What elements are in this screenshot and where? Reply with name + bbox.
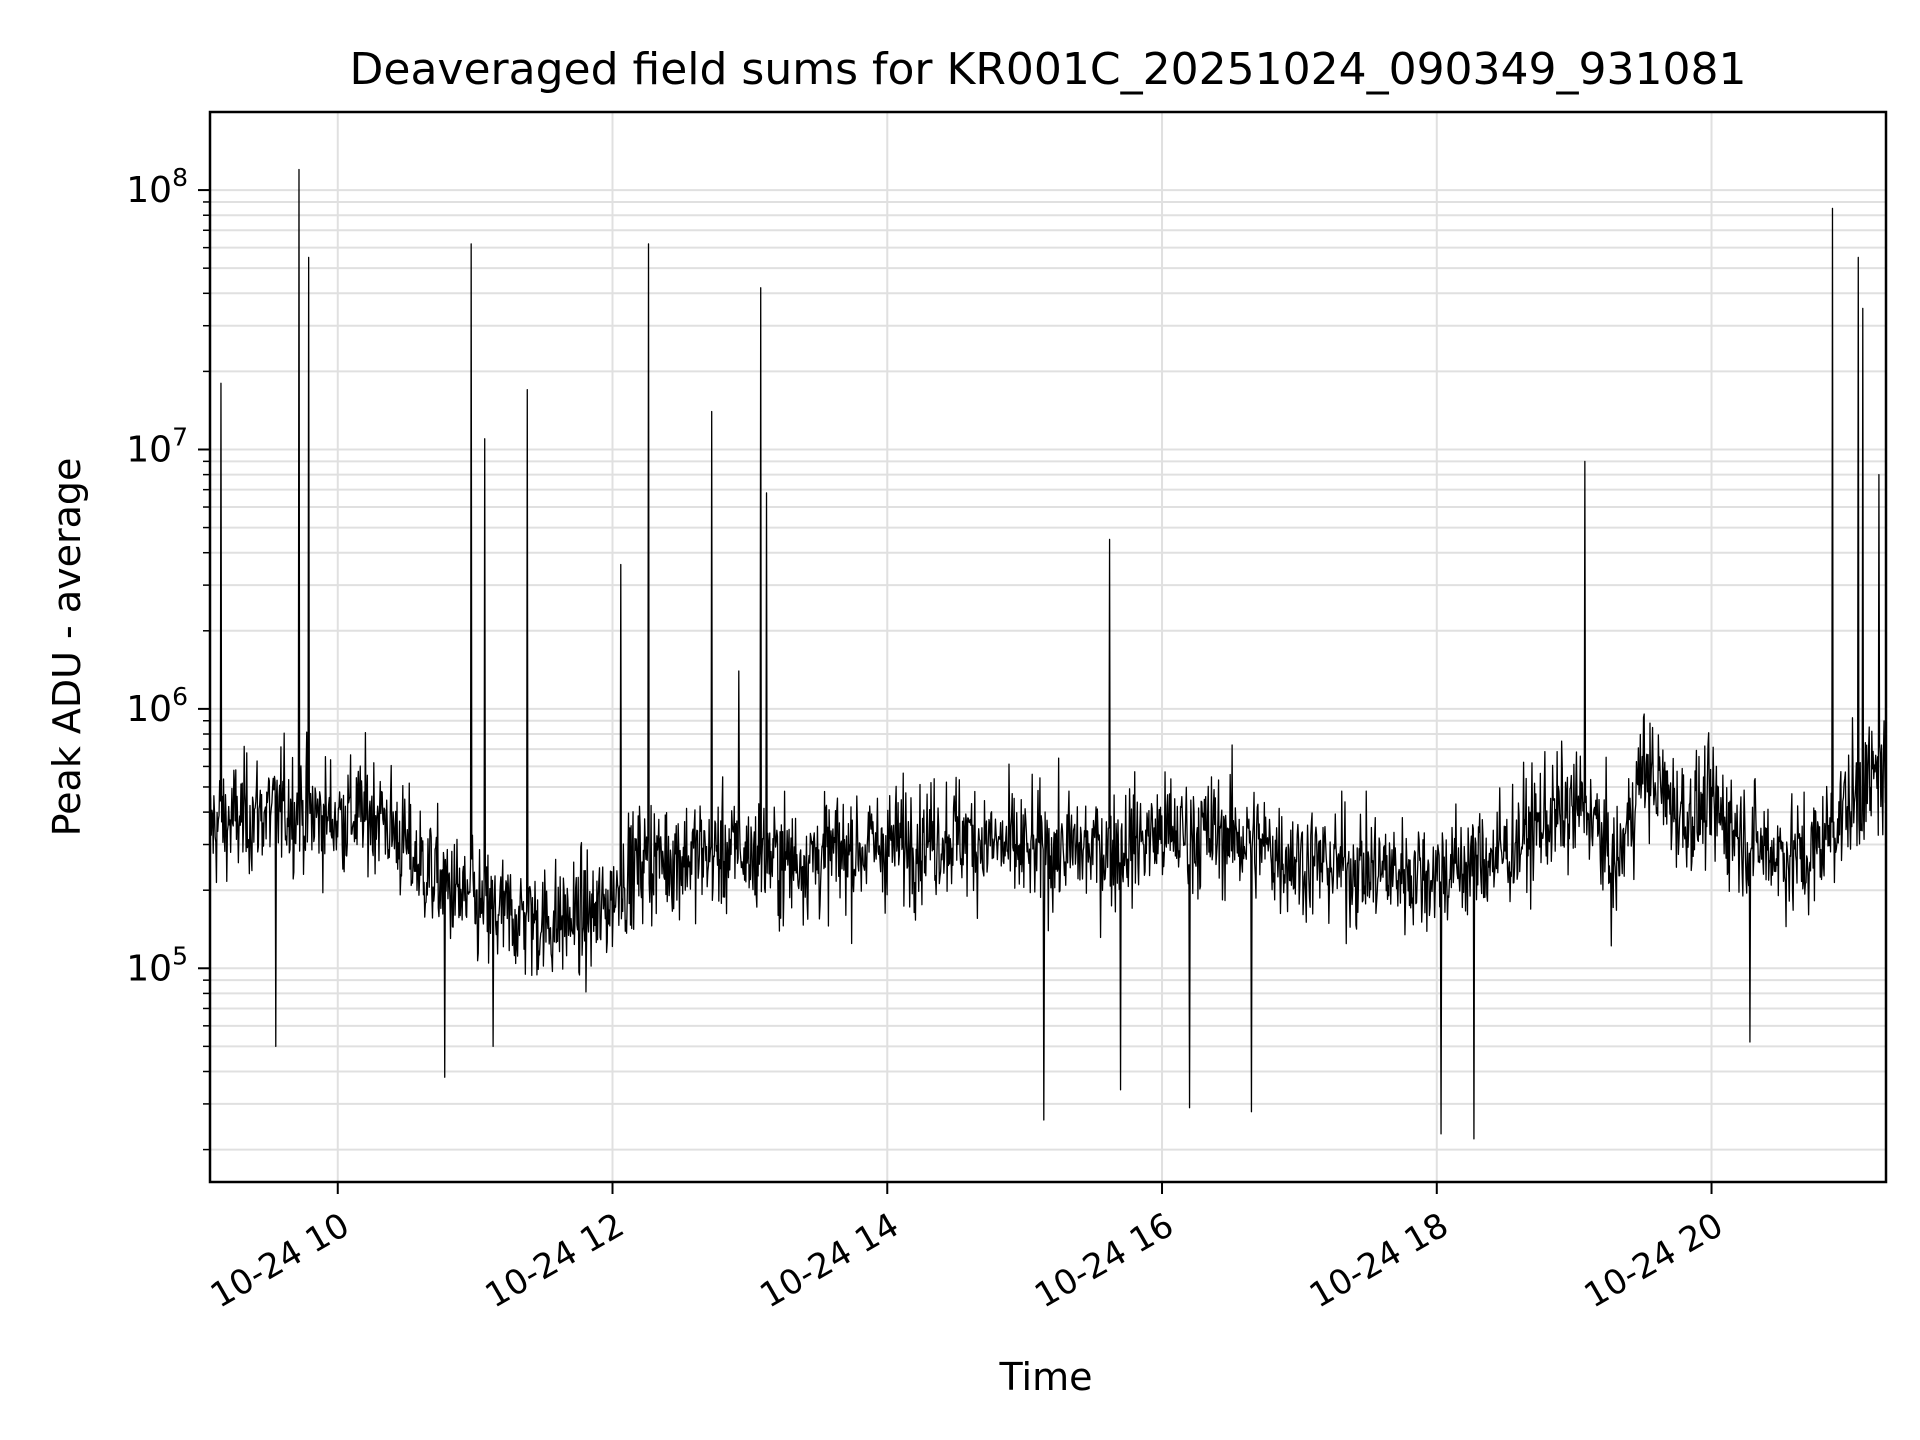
y-tick-exponent: 7 (172, 422, 188, 451)
y-tick-base: 10 (126, 429, 172, 470)
axes-frame (208, 110, 1888, 1184)
y-tick-exponent: 6 (172, 682, 188, 711)
y-tick-label: 105 (126, 941, 188, 989)
y-axis-label: Peak ADU - average (45, 458, 89, 837)
y-tick-base: 10 (126, 948, 172, 989)
x-axis-label: Time (999, 1355, 1093, 1399)
plot-area (209, 168, 1887, 1140)
y-tick-label: 106 (126, 682, 188, 730)
y-tick-base: 10 (126, 689, 172, 730)
chart-title: Deaveraged field sums for KR001C_2025102… (350, 44, 1747, 95)
y-tick-label: 108 (126, 163, 188, 211)
series-line (209, 168, 1887, 1140)
y-tick-base: 10 (126, 170, 172, 211)
y-tick-label: 107 (126, 422, 188, 470)
y-tick-exponent: 8 (172, 163, 188, 192)
y-tick-exponent: 5 (172, 941, 188, 970)
